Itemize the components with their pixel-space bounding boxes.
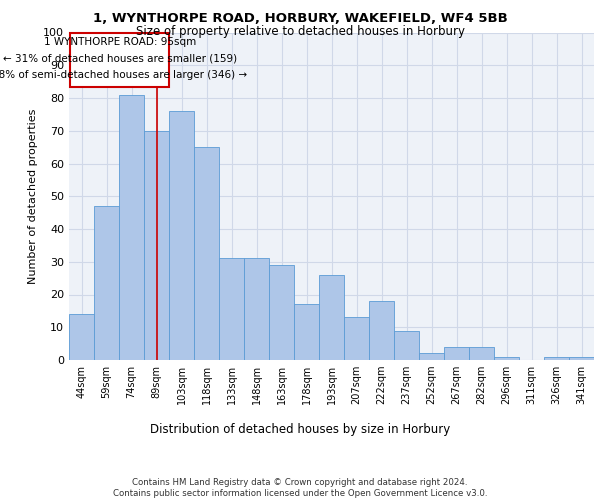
Bar bbox=[544, 356, 569, 360]
Bar bbox=[219, 258, 244, 360]
Text: Distribution of detached houses by size in Horbury: Distribution of detached houses by size … bbox=[150, 422, 450, 436]
Bar bbox=[494, 356, 519, 360]
Bar bbox=[194, 147, 219, 360]
Bar bbox=[344, 318, 369, 360]
Text: ← 31% of detached houses are smaller (159): ← 31% of detached houses are smaller (15… bbox=[2, 54, 236, 64]
Bar bbox=[269, 265, 294, 360]
Bar bbox=[94, 206, 119, 360]
Bar bbox=[419, 354, 444, 360]
Text: Contains HM Land Registry data © Crown copyright and database right 2024.
Contai: Contains HM Land Registry data © Crown c… bbox=[113, 478, 487, 498]
Bar bbox=[319, 275, 344, 360]
Text: 1, WYNTHORPE ROAD, HORBURY, WAKEFIELD, WF4 5BB: 1, WYNTHORPE ROAD, HORBURY, WAKEFIELD, W… bbox=[92, 12, 508, 26]
Text: Size of property relative to detached houses in Horbury: Size of property relative to detached ho… bbox=[136, 25, 464, 38]
Bar bbox=[394, 330, 419, 360]
Text: 1 WYNTHORPE ROAD: 95sqm: 1 WYNTHORPE ROAD: 95sqm bbox=[44, 38, 196, 48]
Bar bbox=[444, 347, 469, 360]
Bar bbox=[119, 94, 144, 360]
Bar bbox=[369, 301, 394, 360]
Bar bbox=[469, 347, 494, 360]
Bar bbox=[569, 356, 594, 360]
Bar bbox=[144, 130, 169, 360]
Y-axis label: Number of detached properties: Number of detached properties bbox=[28, 108, 38, 284]
Bar bbox=[69, 314, 94, 360]
Bar bbox=[244, 258, 269, 360]
Bar bbox=[169, 111, 194, 360]
Bar bbox=[70, 32, 169, 86]
Text: 68% of semi-detached houses are larger (346) →: 68% of semi-detached houses are larger (… bbox=[0, 70, 247, 80]
Bar bbox=[294, 304, 319, 360]
